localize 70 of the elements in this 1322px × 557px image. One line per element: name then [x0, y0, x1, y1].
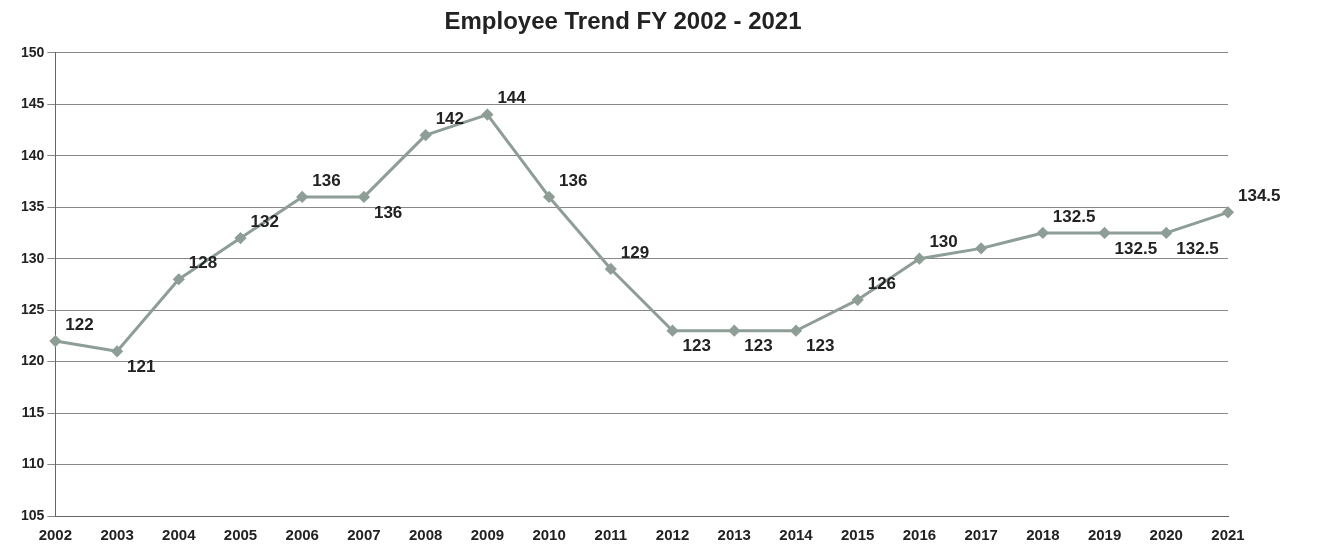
y-tick-label: 125	[21, 300, 45, 317]
point	[173, 273, 185, 285]
point	[852, 294, 864, 306]
y-tick-label: 120	[21, 352, 45, 369]
y-tick-label: 145	[21, 95, 45, 112]
y-tick-label: 105	[21, 506, 45, 523]
point	[481, 109, 493, 121]
point	[728, 325, 740, 337]
data-label: 132.5	[1176, 238, 1219, 258]
x-tick-label: 2017	[964, 526, 998, 544]
point	[1037, 227, 1049, 239]
x-tick-label: 2007	[347, 526, 381, 544]
data-label: 132.5	[1114, 238, 1158, 258]
x-tick-label: 2018	[1026, 526, 1060, 544]
point	[667, 325, 679, 337]
data-label: 136	[373, 202, 403, 222]
y-tick-label: 115	[21, 403, 45, 420]
x-tick-label: 2015	[841, 526, 875, 544]
y-tick-label: 140	[21, 146, 45, 163]
x-tick-label: 2011	[594, 526, 628, 544]
point	[49, 335, 61, 347]
point	[296, 191, 308, 203]
point	[913, 253, 925, 265]
x-tick-label: 2020	[1149, 526, 1183, 544]
x-tick-label: 2008	[408, 526, 443, 544]
data-label: 134.5	[1238, 186, 1281, 206]
chart-title: Employee Trend FY 2002 - 2021	[444, 7, 802, 35]
data-label: 142	[435, 108, 465, 128]
data-label: 132.5	[1052, 206, 1096, 226]
y-tick-label: 130	[21, 249, 45, 266]
x-tick-label: 2005	[223, 526, 258, 544]
point	[111, 345, 123, 357]
x-tick-label: 2006	[285, 526, 319, 544]
point	[1160, 227, 1172, 239]
y-tick-label: 110	[21, 455, 45, 472]
x-tick-label: 2002	[38, 526, 73, 544]
point	[543, 191, 555, 203]
data-label: 121	[127, 356, 156, 376]
data-label: 123	[682, 336, 711, 356]
data-label: 144	[497, 88, 527, 108]
x-tick-label: 2021	[1211, 526, 1245, 544]
data-label: 126	[867, 273, 897, 293]
point	[358, 191, 370, 203]
point	[975, 242, 987, 254]
x-tick-label: 2014	[779, 526, 814, 544]
x-tick-label: 2003	[100, 526, 134, 544]
point	[790, 325, 802, 337]
x-tick-label: 2010	[532, 526, 566, 544]
data-label: 123	[744, 336, 773, 356]
data-label: 129	[620, 242, 650, 262]
x-tick-label: 2009	[470, 526, 505, 544]
x-tick-label: 2019	[1087, 526, 1122, 544]
x-tick-label: 2013	[717, 526, 751, 544]
data-label: 122	[65, 314, 94, 334]
x-tick-label: 2012	[655, 526, 690, 544]
data-label: 128	[188, 252, 218, 272]
y-tick-label: 135	[21, 198, 45, 215]
point	[1099, 227, 1111, 239]
point	[605, 263, 617, 275]
data-label: 132	[250, 211, 279, 231]
data-label: 123	[805, 336, 835, 356]
x-tick-label: 2016	[902, 526, 937, 544]
data-label: 136	[559, 170, 588, 190]
data-label: 130	[929, 232, 958, 252]
x-tick-label: 2004	[162, 526, 197, 544]
point	[420, 129, 432, 141]
data-label: 136	[312, 170, 341, 190]
point	[235, 232, 247, 244]
point	[1222, 206, 1234, 218]
y-tick-label: 150	[21, 43, 45, 60]
